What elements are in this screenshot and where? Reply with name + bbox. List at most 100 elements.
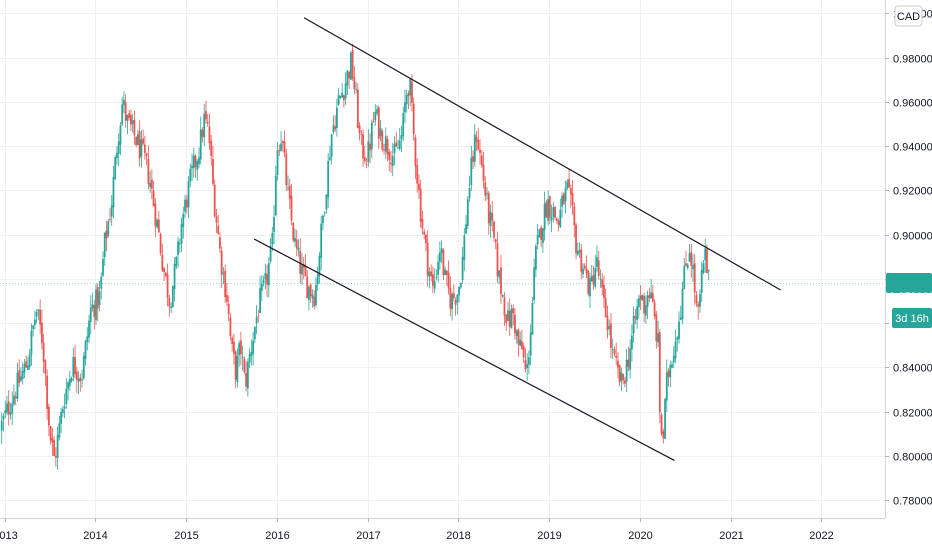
- candle[interactable]: [49, 425, 52, 445]
- candle[interactable]: [700, 261, 703, 302]
- candle[interactable]: [468, 175, 471, 203]
- candle[interactable]: [547, 190, 550, 226]
- candle[interactable]: [152, 180, 155, 207]
- candle[interactable]: [89, 295, 92, 335]
- candle[interactable]: [665, 359, 668, 412]
- candle[interactable]: [196, 159, 199, 181]
- candle[interactable]: [212, 146, 214, 186]
- candle[interactable]: [164, 272, 167, 278]
- candle[interactable]: [395, 131, 398, 148]
- candle[interactable]: [67, 380, 69, 401]
- candle[interactable]: [660, 412, 663, 436]
- candle[interactable]: [421, 210, 424, 235]
- candle[interactable]: [278, 144, 281, 156]
- candle[interactable]: [323, 211, 326, 217]
- candle[interactable]: [431, 266, 434, 294]
- candle[interactable]: [706, 244, 708, 274]
- candle[interactable]: [379, 120, 382, 142]
- candle[interactable]: [266, 264, 268, 298]
- candle[interactable]: [128, 110, 131, 121]
- trendlines[interactable]: [253, 17, 781, 461]
- candle[interactable]: [143, 135, 146, 160]
- candle[interactable]: [608, 319, 611, 336]
- candle[interactable]: [39, 299, 42, 334]
- candle[interactable]: [6, 395, 8, 416]
- candle[interactable]: [430, 264, 433, 282]
- candle[interactable]: [86, 327, 89, 351]
- candle[interactable]: [2, 413, 5, 432]
- candle[interactable]: [131, 113, 134, 133]
- candle[interactable]: [231, 335, 234, 352]
- candle[interactable]: [444, 266, 447, 276]
- candle[interactable]: [524, 347, 527, 373]
- candle[interactable]: [458, 286, 460, 303]
- candle[interactable]: [25, 355, 28, 368]
- candle[interactable]: [550, 204, 553, 233]
- candle[interactable]: [105, 220, 108, 252]
- candle[interactable]: [0, 412, 3, 444]
- candle[interactable]: [224, 264, 227, 303]
- candle[interactable]: [573, 202, 576, 238]
- candle[interactable]: [583, 263, 586, 271]
- candle[interactable]: [514, 308, 516, 340]
- candle[interactable]: [54, 447, 57, 467]
- candle[interactable]: [248, 348, 251, 369]
- candle[interactable]: [672, 345, 675, 368]
- candle[interactable]: [283, 130, 286, 158]
- candle[interactable]: [545, 199, 548, 218]
- candle[interactable]: [53, 436, 56, 457]
- candle[interactable]: [643, 292, 646, 323]
- candle[interactable]: [121, 96, 124, 127]
- candle[interactable]: [683, 258, 686, 290]
- candle[interactable]: [245, 361, 248, 392]
- candle[interactable]: [459, 282, 462, 290]
- candle[interactable]: [437, 254, 440, 283]
- candle[interactable]: [72, 347, 75, 382]
- candle[interactable]: [147, 145, 150, 190]
- candle[interactable]: [671, 361, 673, 369]
- candle[interactable]: [531, 297, 534, 335]
- candle[interactable]: [276, 142, 279, 181]
- candle[interactable]: [440, 240, 443, 264]
- candle[interactable]: [330, 133, 333, 165]
- candle[interactable]: [51, 427, 54, 456]
- candle[interactable]: [627, 346, 630, 372]
- candle[interactable]: [470, 145, 473, 191]
- candle[interactable]: [322, 214, 324, 231]
- candle[interactable]: [82, 352, 85, 381]
- candle[interactable]: [170, 302, 172, 314]
- candle[interactable]: [557, 218, 560, 232]
- candle[interactable]: [348, 70, 351, 89]
- candle[interactable]: [222, 266, 225, 285]
- candle[interactable]: [269, 238, 272, 264]
- candle[interactable]: [699, 289, 701, 313]
- candle[interactable]: [96, 283, 99, 322]
- candle[interactable]: [20, 367, 22, 383]
- candle[interactable]: [208, 113, 211, 150]
- candle[interactable]: [538, 228, 541, 238]
- candle[interactable]: [594, 254, 597, 289]
- candle[interactable]: [541, 227, 544, 253]
- candle[interactable]: [617, 352, 619, 379]
- candle[interactable]: [4, 400, 7, 418]
- candle[interactable]: [253, 326, 256, 344]
- candle[interactable]: [217, 214, 220, 235]
- candle[interactable]: [100, 272, 103, 300]
- candle[interactable]: [456, 294, 459, 315]
- candle[interactable]: [46, 369, 49, 420]
- candle[interactable]: [423, 228, 426, 240]
- candle[interactable]: [503, 291, 506, 326]
- candle[interactable]: [447, 260, 450, 295]
- candle[interactable]: [227, 295, 230, 321]
- candle[interactable]: [236, 348, 239, 388]
- candles[interactable]: [0, 43, 710, 471]
- candle[interactable]: [280, 131, 282, 152]
- candle[interactable]: [648, 287, 651, 303]
- candle[interactable]: [194, 153, 197, 179]
- candle[interactable]: [641, 294, 644, 301]
- candle[interactable]: [651, 284, 654, 303]
- candle[interactable]: [381, 128, 384, 152]
- candle[interactable]: [334, 115, 337, 132]
- candle[interactable]: [370, 119, 373, 159]
- candle[interactable]: [400, 125, 403, 153]
